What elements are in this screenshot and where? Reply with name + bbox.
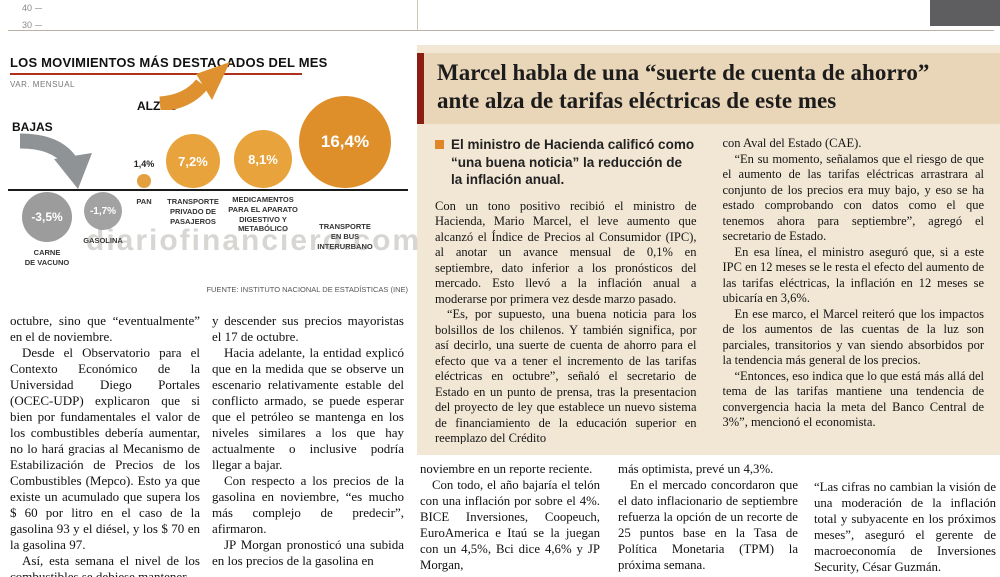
- paragraph: “Las cifras no cambian la visión de una …: [814, 480, 996, 574]
- article-column-2: con Aval del Estado (CAE). “En su moment…: [723, 136, 985, 444]
- paragraph: En ese marco, el Marcel reiteró que los …: [722, 306, 985, 368]
- market-story-column-2: más optimista, prevé un 4,3%. En el merc…: [618, 461, 798, 577]
- fuel-story-column-1: octubre, sino que “eventualmente” en el …: [10, 313, 200, 577]
- bubble-transporte-bus: 16,4%: [299, 96, 391, 188]
- paragraph: octubre, sino que “eventualmente” en el …: [10, 313, 200, 344]
- bubble-value: 8,1%: [248, 151, 278, 167]
- bubble-label-medicamentos: MEDICAMENTOS PARA EL APARATO DIGESTIVO Y…: [228, 195, 298, 234]
- bubble-value: 16,4%: [320, 132, 370, 151]
- paragraph: En esa línea, el ministro aseguró que, s…: [722, 244, 985, 306]
- paragraph: “En su momento, señalamos que el riesgo …: [722, 151, 985, 244]
- column-rule-fragment: [417, 0, 418, 30]
- paragraph: noviembre en un reporte reciente.: [420, 462, 593, 476]
- chart-title-rule: [10, 73, 302, 75]
- feature-article-marcel: Marcel habla de una “suerte de cuenta de…: [417, 45, 1000, 455]
- paragraph: Con un tono positivo recibió el ministro…: [435, 198, 697, 306]
- article-headline-line-2: ante alza de tarifas eléctricas de este …: [437, 88, 837, 113]
- bubble-pan: [137, 174, 151, 188]
- chart-subtitle: VAR. MENSUAL: [10, 80, 75, 89]
- bubble-label-transporte-bus: TRANSPORTE EN BUS INTERURBANO: [317, 222, 373, 251]
- bajas-group-label: BAJAS: [12, 120, 53, 134]
- chart-title: LOS MOVIMIENTOS MÁS DESTACADOS DEL MES: [10, 55, 328, 70]
- bubble-value: 7,2%: [178, 153, 208, 169]
- bubble-label-pan: PAN: [136, 197, 152, 206]
- top-divider-rule: [8, 30, 994, 31]
- photo-fragment: [930, 0, 1000, 26]
- paragraph: más optimista, prevé un 4,3%.: [618, 462, 774, 476]
- paragraph: JP Morgan pronosticó una subida en los p…: [212, 537, 404, 568]
- paragraph: “Es, por supuesto, una buena noticia par…: [435, 307, 697, 444]
- paragraph: Con respecto a los precios de la gasolin…: [212, 473, 404, 536]
- paragraph: con Aval del Estado (CAE).: [722, 136, 862, 150]
- bubble-gasolina: -1,7%: [84, 192, 122, 230]
- paragraph: Hacia adelante, la entidad explicó que e…: [212, 345, 404, 472]
- article-lede: El ministro de Hacienda calificó como “u…: [435, 136, 697, 189]
- paragraph: En el mercado concordaron que el dato in…: [618, 478, 798, 572]
- cutoff-axis-label: 30: [22, 20, 42, 30]
- bubble-label-gasolina: GASOLINA: [83, 236, 123, 245]
- paragraph: “Entonces, eso indica que lo que está má…: [722, 368, 985, 430]
- market-story-column-1: noviembre en un reporte reciente. Con to…: [420, 461, 600, 577]
- bubble-label-transporte-privado: TRANSPORTE PRIVADO DE PASAJEROS: [167, 197, 219, 226]
- paragraph: Desde el Observatorio para el Contexto E…: [10, 345, 200, 552]
- article-body: El ministro de Hacienda calificó como “u…: [417, 124, 1000, 444]
- bubble-value-pan: 1,4%: [133, 159, 155, 169]
- cutoff-axis-label: 40: [22, 3, 42, 13]
- bubble-transporte-privado: 7,2%: [166, 134, 220, 188]
- bubble-carne-de-vacuno: -3,5%: [22, 192, 72, 242]
- bubble-value: -1,7%: [89, 205, 117, 217]
- fuel-story-column-2: y descender sus precios mayoristas el 17…: [212, 313, 404, 577]
- arrow-up-icon: [159, 62, 230, 110]
- headline-band: Marcel habla de una “suerte de cuenta de…: [417, 53, 1000, 124]
- chart-baseline: [8, 189, 408, 191]
- arrow-down-icon: [19, 133, 92, 189]
- orange-square-bullet-icon: [435, 140, 444, 149]
- paragraph: Así, esta semana el nivel de los combust…: [10, 553, 200, 577]
- bubble-medicamentos: 8,1%: [234, 130, 292, 188]
- lede-text: El ministro de Hacienda calificó como “u…: [451, 137, 695, 187]
- article-headline-line-1: Marcel habla de una “suerte de cuenta de…: [437, 60, 930, 85]
- bubble-label-carne-de-vacuno: CARNE DE VACUNO: [24, 248, 70, 267]
- market-story-column-3: “Las cifras no cambian la visión de una …: [814, 479, 996, 577]
- paragraph: y descender sus precios mayoristas el 17…: [212, 313, 404, 344]
- chart-source: FUENTE: INSTITUTO NACIONAL DE ESTADÍSTIC…: [206, 285, 408, 294]
- article-column-1: El ministro de Hacienda calificó como “u…: [435, 136, 697, 444]
- bubble-value: -3,5%: [31, 210, 63, 224]
- paragraph: Con todo, el año bajaría el telón con un…: [420, 478, 600, 572]
